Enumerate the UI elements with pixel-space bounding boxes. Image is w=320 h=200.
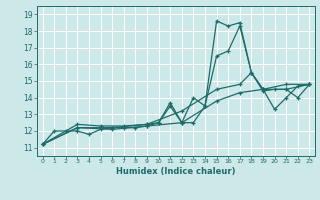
X-axis label: Humidex (Indice chaleur): Humidex (Indice chaleur) <box>116 167 236 176</box>
